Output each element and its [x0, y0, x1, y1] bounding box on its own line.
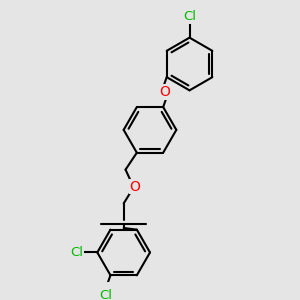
Text: O: O — [130, 180, 140, 194]
Text: Cl: Cl — [70, 246, 83, 259]
Text: Cl: Cl — [99, 290, 112, 300]
Text: O: O — [160, 85, 170, 99]
Text: Cl: Cl — [183, 11, 196, 23]
